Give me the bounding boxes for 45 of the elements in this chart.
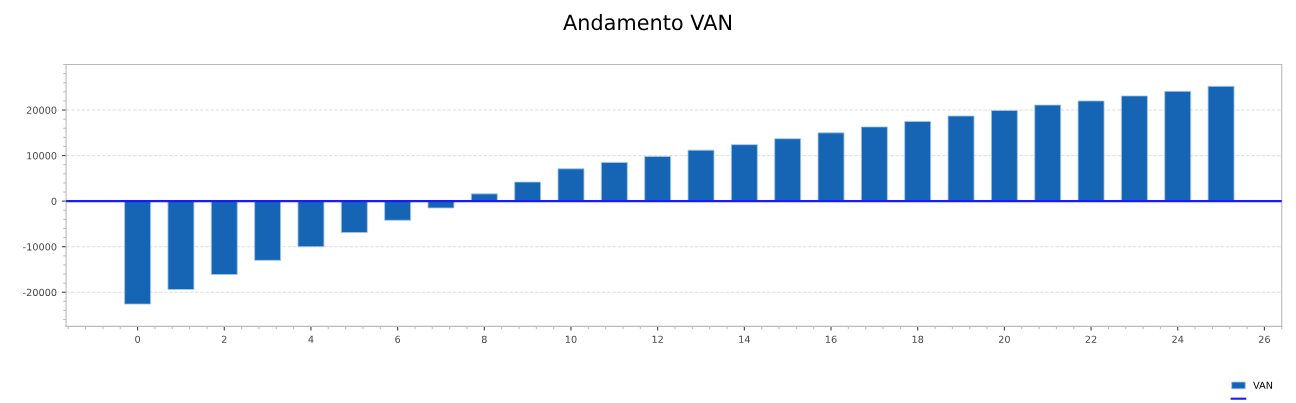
bar — [124, 200, 152, 305]
bar — [904, 121, 932, 202]
bar — [340, 200, 368, 233]
bar — [1164, 90, 1192, 202]
y-tick-label: 10000 — [27, 152, 57, 160]
x-tick-label: 8 — [481, 335, 487, 343]
bar — [254, 200, 282, 261]
x-tick-label: 26 — [1258, 335, 1270, 343]
bar — [297, 200, 325, 248]
x-tick-label: 6 — [395, 335, 401, 343]
x-tick-label: 0 — [135, 335, 141, 343]
x-tick-label: 12 — [652, 335, 663, 343]
x-tick-label: 4 — [308, 335, 314, 343]
x-tick-label: 22 — [1085, 335, 1097, 343]
legend-label: VAN — [1253, 381, 1273, 389]
bar — [384, 200, 412, 221]
bar — [947, 115, 975, 202]
bar — [644, 156, 672, 202]
bar — [687, 149, 715, 202]
bar — [167, 200, 195, 290]
y-tick-label: 20000 — [26, 106, 57, 114]
bar — [860, 126, 888, 202]
y-tick-label: -10000 — [23, 243, 57, 251]
x-tick-label: 10 — [565, 335, 577, 343]
bar — [730, 144, 758, 202]
bar — [557, 168, 585, 202]
y-tick-label: -20000 — [23, 288, 57, 297]
bar — [514, 181, 542, 202]
x-tick-label: 16 — [825, 335, 837, 343]
bar — [210, 200, 238, 275]
x-tick-label: 24 — [1172, 335, 1184, 343]
bar — [1034, 104, 1062, 202]
bar — [774, 138, 802, 202]
bar — [1207, 85, 1235, 202]
bar — [990, 110, 1018, 202]
bar — [1120, 95, 1148, 202]
bar — [600, 162, 628, 202]
x-tick-label: 18 — [912, 335, 924, 343]
x-tick-label: 14 — [739, 335, 750, 343]
x-tick-label: 20 — [998, 335, 1010, 343]
chart-title: Andamento VAN — [563, 14, 731, 31]
y-tick-label: 0 — [51, 197, 57, 205]
bar — [817, 132, 845, 202]
bar — [1077, 100, 1105, 202]
x-tick-label: 2 — [221, 335, 227, 343]
